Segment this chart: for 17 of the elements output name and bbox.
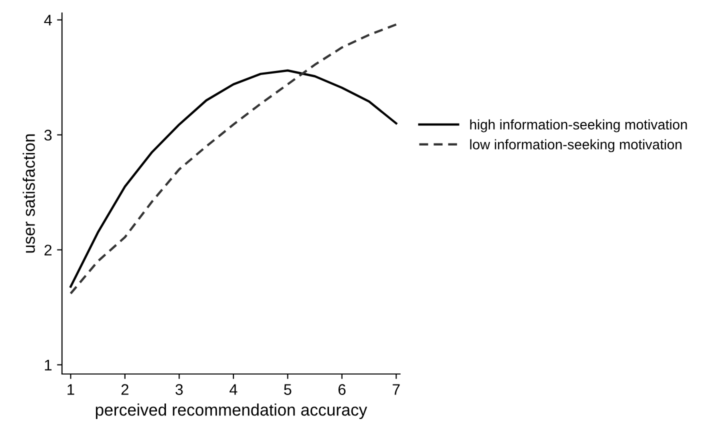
y-tick-label: 3 xyxy=(44,130,52,141)
line-series xyxy=(70,23,398,295)
x-tick-label: 3 xyxy=(176,384,183,395)
x-tick-label: 4 xyxy=(230,384,238,395)
line-series xyxy=(70,69,398,288)
y-axis-title: user satisfaction xyxy=(22,134,35,253)
x-tick-label: 1 xyxy=(68,384,74,395)
y-tick-label: 1 xyxy=(44,360,52,370)
x-tick-label: 2 xyxy=(121,384,128,395)
x-tick-label: 6 xyxy=(338,384,346,395)
x-tick-label: 7 xyxy=(392,384,400,395)
y-tick-label: 4 xyxy=(44,14,52,26)
x-tick-label: 5 xyxy=(284,384,292,395)
y-tick-label: 2 xyxy=(44,244,52,256)
legend-label: low information-seeking motivation xyxy=(470,139,682,152)
legend-label: high information-seeking motivation xyxy=(470,119,687,132)
x-axis-title: perceived recommendation accuracy xyxy=(96,404,368,420)
